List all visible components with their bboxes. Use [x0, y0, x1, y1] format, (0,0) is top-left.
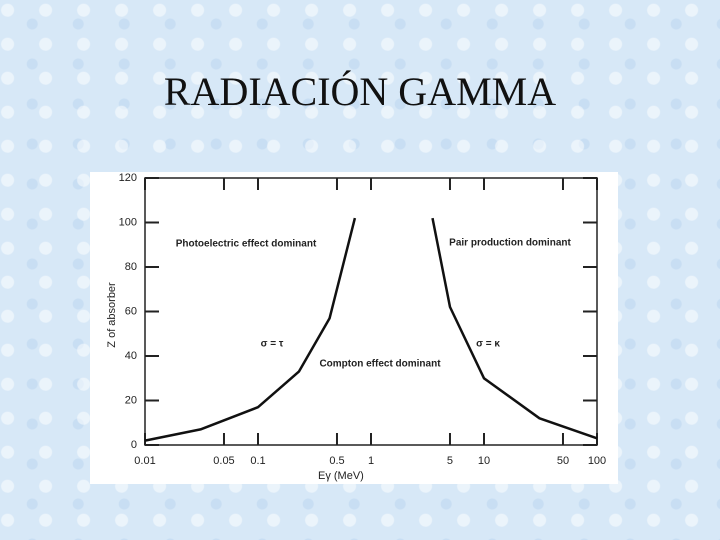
slide-title: RADIACIÓN GAMMA — [163, 69, 557, 114]
curve — [431, 217, 598, 440]
annotation: Photoelectric effect dominant — [176, 239, 317, 250]
x-tick-label: 0.1 — [250, 455, 265, 467]
x-tick-label: 10 — [478, 455, 490, 467]
x-tick-label: 100 — [588, 455, 606, 467]
curve — [144, 217, 357, 442]
x-tick-label: 1 — [368, 455, 374, 467]
x-axis-label: Eγ (MeV) — [318, 470, 364, 482]
y-tick-label: 40 — [125, 350, 137, 362]
annotation: Pair production dominant — [449, 238, 571, 249]
x-tick-label: 0.05 — [213, 455, 234, 467]
y-tick-label: 60 — [125, 305, 137, 317]
y-tick-label: 80 — [125, 261, 137, 273]
annotation: σ = κ — [476, 339, 500, 350]
y-axis-label: Z of absorber — [106, 282, 118, 348]
x-tick-label: 50 — [557, 455, 569, 467]
annotation: σ = τ — [261, 339, 284, 350]
y-tick-label: 20 — [125, 394, 137, 406]
y-tick-label: 120 — [119, 172, 137, 184]
y-tick-label: 100 — [119, 216, 137, 228]
x-tick-label: 5 — [447, 455, 453, 467]
annotation: Compton effect dominant — [319, 359, 441, 370]
y-tick-label: 0 — [131, 439, 137, 451]
x-tick-label: 0.5 — [329, 455, 344, 467]
x-tick-label: 0.01 — [134, 455, 155, 467]
